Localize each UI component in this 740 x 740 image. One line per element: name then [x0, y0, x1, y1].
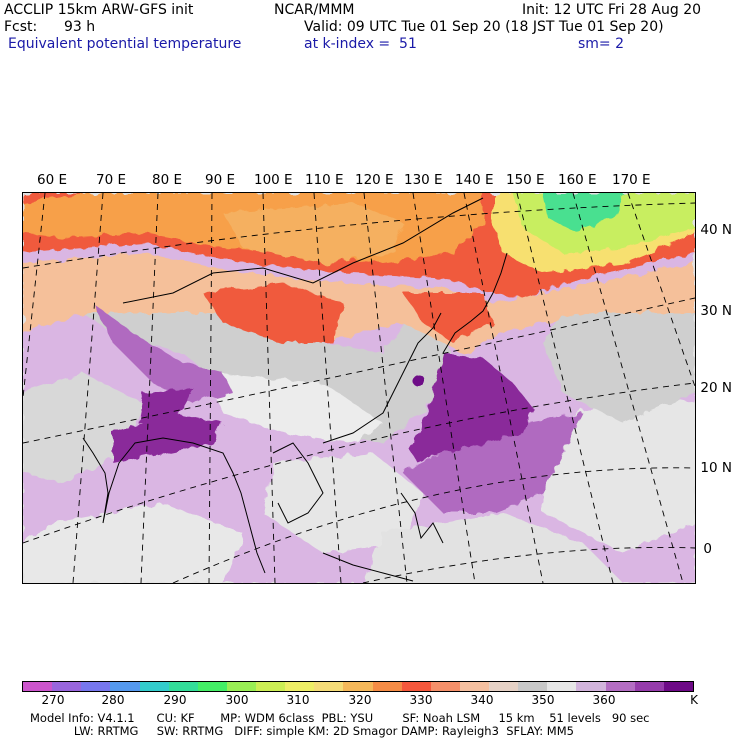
colorbar-tick: 290 [163, 693, 187, 707]
model-info-line-2: LW: RRTMG SW: RRTMG DIFF: simple KM: 2D … [30, 724, 574, 738]
lon-label: 100 E [254, 172, 293, 188]
colorbar-tick: 360 [592, 693, 616, 707]
purple-streak [113, 413, 223, 463]
lon-label: 60 E [37, 172, 67, 188]
lon-label: 170 E [612, 172, 651, 188]
forecast-label: Fcst: [4, 19, 38, 35]
colorbar-segment [518, 682, 548, 691]
colorbar-segment [401, 682, 431, 691]
colorbar-unit: K [690, 693, 698, 707]
map-canvas [23, 193, 695, 583]
level-label: at k-index = 51 [304, 36, 417, 52]
coastline-indochina [272, 442, 324, 524]
lon-label: 90 E [205, 172, 235, 188]
theta-e-field [23, 193, 695, 583]
coastline-japan [442, 252, 508, 354]
colorbar-segment [168, 682, 198, 691]
lon-label: 150 E [506, 172, 545, 188]
parallel-line [172, 467, 695, 583]
lon-label: 120 E [355, 172, 394, 188]
organization-label: NCAR/MMM [274, 2, 355, 18]
orange-region [223, 203, 403, 263]
green-region [543, 193, 623, 231]
graticule [23, 193, 695, 583]
purple-streak [93, 303, 233, 403]
colorbar-segment [285, 682, 315, 691]
lat-label: 10 N [700, 460, 732, 476]
map-panel [22, 192, 696, 584]
gray-light-region [203, 373, 383, 443]
lat-label: 20 N [700, 380, 732, 396]
colorbar-segment [489, 682, 519, 691]
lon-label: 80 E [152, 172, 182, 188]
field-name: Equivalent potential temperature [8, 36, 242, 52]
lat-label: 0 [703, 541, 712, 557]
colorbar-segment [314, 682, 344, 691]
coastline-south-asia [82, 437, 266, 574]
colorbar-segment [663, 682, 693, 691]
meridian-line [627, 193, 695, 388]
forecast-hours: 93 h [64, 19, 96, 35]
gray-patch [543, 393, 695, 553]
colorbar-segment [23, 682, 53, 691]
salmon-band [23, 253, 695, 353]
gray-patch [263, 453, 423, 553]
parallel-line [23, 382, 695, 544]
coastline-borneo [322, 552, 414, 582]
model-title: ACCLIP 15km ARW-GFS init [4, 2, 194, 18]
colorbar-segment [52, 682, 82, 691]
lat-label: 40 N [700, 222, 732, 238]
colorbar-tick: 340 [470, 693, 494, 707]
lon-label: 140 E [455, 172, 494, 188]
colorbar-segment [634, 682, 664, 691]
colorbar-tick: 310 [286, 693, 310, 707]
coastline-china [322, 312, 442, 444]
border-north [122, 197, 484, 304]
coastlines [82, 197, 508, 582]
colorbar-tick: 300 [225, 693, 249, 707]
meridian-line [463, 193, 544, 583]
purple-streak [138, 388, 193, 423]
gray-patch [363, 513, 623, 583]
colorbar-segment [256, 682, 286, 691]
parallel-line [362, 546, 695, 583]
typhoon-eye-ring [413, 375, 425, 387]
colorbar-segment [459, 682, 489, 691]
parallel-line [23, 297, 695, 444]
model-info-line-1: Model Info: V4.1.1 CU: KF MP: WDM 6class… [30, 711, 650, 725]
colorbar-segment [547, 682, 577, 691]
colorbar-tick: 350 [531, 693, 555, 707]
colorbar-tick: 330 [409, 693, 433, 707]
red-band [403, 293, 493, 343]
lon-label: 160 E [558, 172, 597, 188]
meridian-line [516, 193, 614, 583]
colorbar-segment [605, 682, 635, 691]
coastline-philippines [400, 492, 444, 544]
lon-label: 70 E [96, 172, 126, 188]
smoothing-label: sm= 2 [578, 36, 625, 52]
lon-label: 130 E [404, 172, 443, 188]
meridian-line [572, 193, 684, 583]
colorbar-segment [372, 682, 402, 691]
purple-streak [403, 413, 583, 513]
colorbar-segment [430, 682, 460, 691]
colorbar-segment [81, 682, 111, 691]
lon-label: 110 E [305, 172, 344, 188]
colorbar [22, 681, 694, 692]
init-time: Init: 12 UTC Fri 28 Aug 20 [522, 2, 702, 18]
colorbar-segment [576, 682, 606, 691]
valid-time: Valid: 09 UTC Tue 01 Sep 20 (18 JST Tue … [304, 19, 664, 35]
colorbar-tick: 320 [348, 693, 372, 707]
colorbar-segment [343, 682, 373, 691]
colorbar-segment [197, 682, 227, 691]
colorbar-tick: 270 [41, 693, 65, 707]
red-band [203, 283, 343, 343]
lat-label: 30 N [700, 303, 732, 319]
colorbar-segment [139, 682, 169, 691]
colorbar-segment [226, 682, 256, 691]
colorbar-tick: 280 [101, 693, 125, 707]
colorbar-segment [110, 682, 140, 691]
